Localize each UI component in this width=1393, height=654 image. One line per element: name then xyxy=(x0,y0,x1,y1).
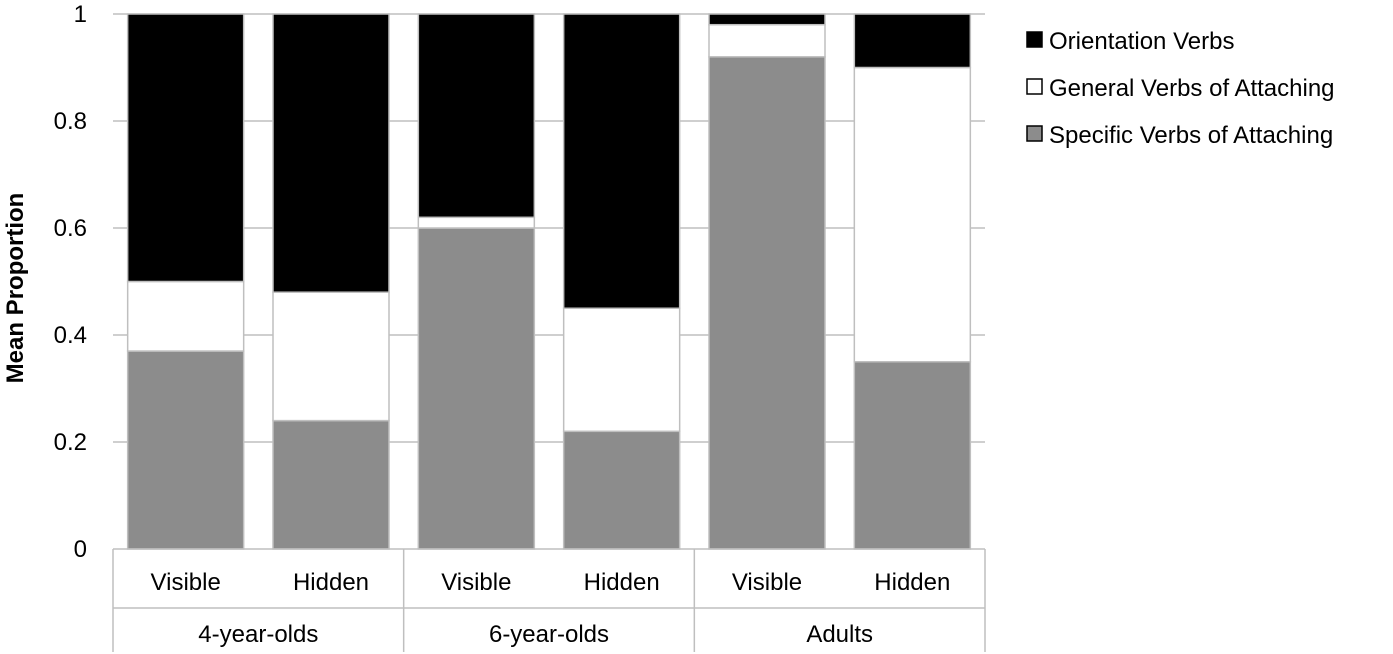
bar-segment xyxy=(417,216,536,229)
legend: Orientation Verbs General Verbs of Attach… xyxy=(1026,28,1335,149)
y-tick-label: 1 xyxy=(74,1,87,28)
legend-label: Orientation Verbs xyxy=(1049,28,1234,55)
bar-segment xyxy=(272,291,390,422)
bar-segment xyxy=(562,430,681,550)
x-group-label: 6-year-olds xyxy=(489,621,609,648)
legend-label: Specific Verbs of Attaching xyxy=(1049,122,1333,149)
bar-segment xyxy=(126,350,245,550)
y-axis-ticks: 0 0.2 0.4 0.6 0.8 1 xyxy=(54,1,87,563)
legend-swatch xyxy=(1026,31,1043,48)
legend-swatch xyxy=(1026,125,1043,142)
bar-segment xyxy=(853,66,972,363)
bar-segment xyxy=(562,13,681,309)
x-category-label: Visible xyxy=(732,569,802,596)
gridlines xyxy=(113,13,985,443)
bar-segment xyxy=(853,13,972,69)
x-category-label: Hidden xyxy=(293,569,369,596)
x-category-label: Hidden xyxy=(584,569,660,596)
bar-segment xyxy=(417,227,536,550)
y-axis-label: Mean Proportion xyxy=(2,193,29,384)
bar-segment xyxy=(272,419,390,550)
bar-segment xyxy=(417,13,536,219)
legend-label: General Verbs of Attaching xyxy=(1049,75,1335,102)
bar-segment xyxy=(562,307,681,433)
x-category-label: Visible xyxy=(441,569,511,596)
legend-swatch xyxy=(1026,78,1043,95)
x-group-label: 4-year-olds xyxy=(198,621,318,648)
bar-segment xyxy=(708,13,826,26)
y-tick-label: 0.6 xyxy=(54,215,87,242)
bar-segment xyxy=(272,13,390,293)
y-tick-label: 0.2 xyxy=(54,429,87,456)
x-group-label: Adults xyxy=(806,621,873,648)
bars xyxy=(126,13,972,550)
bar-segment xyxy=(853,361,972,550)
bar-segment xyxy=(708,23,826,58)
y-tick-label: 0.8 xyxy=(54,108,87,135)
x-axis: Visible Hidden Visible Hidden Visible Hidden 4… xyxy=(112,548,986,652)
y-tick-label: 0.4 xyxy=(54,322,87,349)
bar-segment xyxy=(708,56,826,550)
x-category-label: Hidden xyxy=(874,569,950,596)
bar-segment xyxy=(126,280,245,352)
x-category-label: Visible xyxy=(151,569,221,596)
y-tick-label: 0 xyxy=(74,536,87,563)
bar-segment xyxy=(126,13,245,283)
